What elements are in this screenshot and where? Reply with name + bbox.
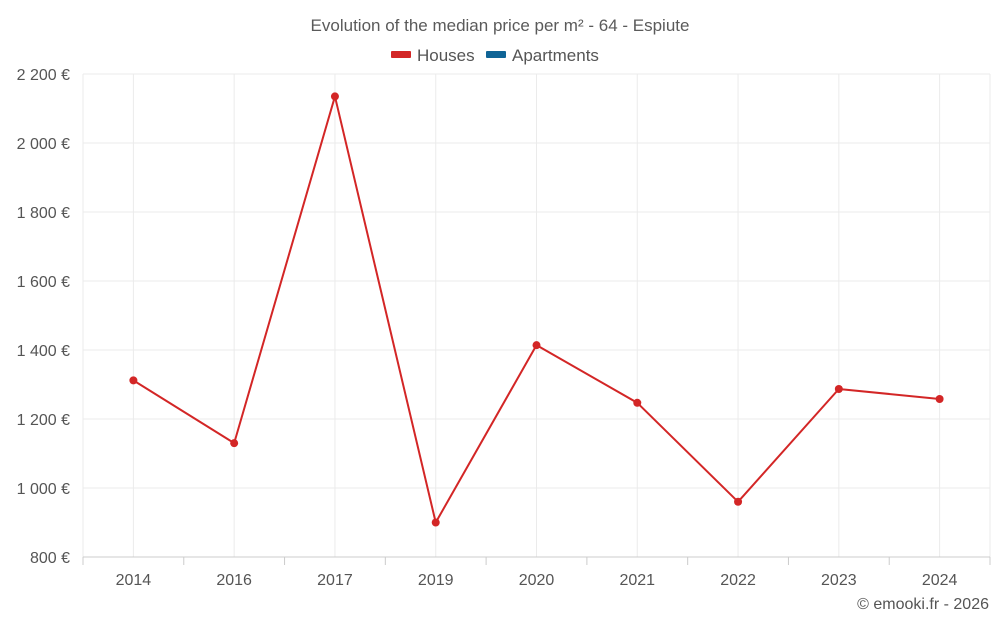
data-point[interactable] (230, 439, 239, 448)
legend-item-apartments[interactable]: Apartments (486, 46, 599, 65)
chart-title: Evolution of the median price per m² - 6… (311, 16, 690, 35)
data-point[interactable] (633, 398, 642, 407)
legend-swatch-apartments (486, 51, 506, 58)
data-point[interactable] (129, 376, 138, 385)
legend-label-houses: Houses (417, 46, 475, 65)
data-point[interactable] (834, 384, 843, 393)
legend-swatch-houses (391, 51, 411, 58)
x-tick-label: 2020 (519, 572, 555, 589)
data-point[interactable] (330, 92, 339, 101)
y-tick-label: 2 000 € (17, 136, 70, 153)
x-tick-label: 2022 (720, 572, 756, 589)
y-tick-label: 1 000 € (17, 481, 70, 498)
y-tick-label: 800 € (30, 550, 70, 567)
y-tick-label: 2 200 € (17, 67, 70, 84)
axes (82, 556, 991, 565)
x-tick-label: 2017 (317, 572, 353, 589)
x-tick-label: 2024 (922, 572, 958, 589)
legend: Houses Apartments (391, 46, 599, 65)
y-tick-label: 1 200 € (17, 412, 70, 429)
series-houses (129, 92, 944, 527)
chart-credit: © emooki.fr - 2026 (857, 596, 989, 613)
x-tick-label: 2019 (418, 572, 454, 589)
grid (82, 73, 991, 557)
data-point[interactable] (935, 394, 944, 403)
y-tick-label: 1 400 € (17, 343, 70, 360)
x-tick-label: 2023 (821, 572, 857, 589)
x-tick-label: 2016 (216, 572, 252, 589)
data-point[interactable] (532, 341, 541, 350)
x-tick-label: 2021 (619, 572, 655, 589)
x-tick-label: 2014 (116, 572, 152, 589)
y-tick-label: 1 800 € (17, 205, 70, 222)
y-axis-ticks: 800 € 1 000 € 1 200 € 1 400 € 1 600 € 1 800 €… (17, 67, 70, 567)
data-point[interactable] (734, 497, 743, 506)
y-tick-label: 1 600 € (17, 274, 70, 291)
data-point[interactable] (431, 518, 440, 527)
legend-label-apartments: Apartments (512, 46, 599, 65)
x-axis-ticks: 2014 2016 2017 2019 2020 2021 2022 2023 2024 (116, 572, 958, 589)
legend-item-houses[interactable]: Houses (391, 46, 475, 65)
